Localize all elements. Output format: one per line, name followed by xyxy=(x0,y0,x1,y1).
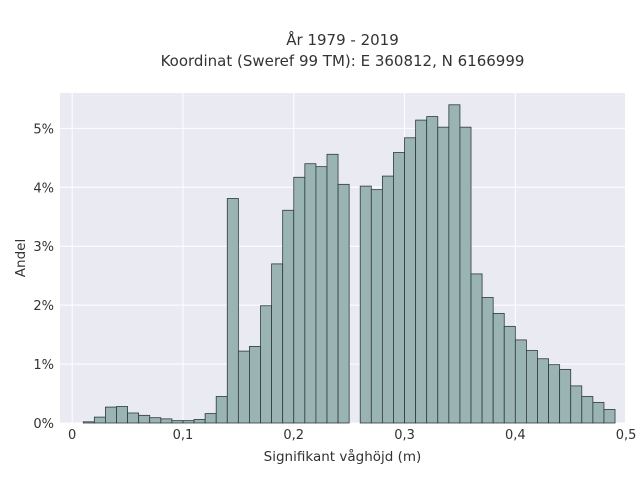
histogram-bar xyxy=(149,417,162,424)
histogram-bar xyxy=(116,406,128,424)
histogram-bar xyxy=(559,368,572,424)
histogram-bar xyxy=(105,406,117,424)
histogram-bar xyxy=(171,420,184,424)
histogram-bar xyxy=(237,350,250,424)
histogram-bar xyxy=(160,418,173,424)
histogram-bar xyxy=(271,263,284,424)
y-tick-label: 0% xyxy=(33,417,54,432)
histogram-bar xyxy=(393,152,405,424)
x-tick-label: 0 xyxy=(68,428,76,443)
histogram-bar xyxy=(470,273,483,424)
histogram-bar xyxy=(182,420,195,424)
histogram-bar xyxy=(581,396,594,424)
histogram-bar xyxy=(448,104,461,424)
histogram-bar xyxy=(282,209,295,424)
x-tick-label: 0,1 xyxy=(173,428,194,443)
chart-title-line-2: Koordinat (Sweref 99 TM): E 360812, N 61… xyxy=(161,52,525,70)
chart-title-line-1: År 1979 - 2019 xyxy=(286,30,399,49)
y-tick-label: 5% xyxy=(33,122,54,137)
x-tick-label: 0,3 xyxy=(394,428,415,443)
histogram-bar xyxy=(592,401,605,424)
histogram-bar xyxy=(260,305,272,424)
histogram-bar xyxy=(326,153,339,424)
y-axis-label: Andel xyxy=(13,239,29,277)
x-axis-label: Signifikant våghöjd (m) xyxy=(264,448,422,465)
histogram-bar xyxy=(249,345,261,424)
histogram-bar xyxy=(492,312,505,424)
histogram-bar xyxy=(82,421,95,424)
histogram-bar xyxy=(381,175,394,424)
x-tick-label: 0,4 xyxy=(505,428,526,443)
histogram-bar xyxy=(426,116,439,424)
histogram-bar xyxy=(293,176,306,424)
histogram-bar xyxy=(304,163,317,424)
histogram-bar xyxy=(93,416,106,424)
histogram-bar xyxy=(193,419,206,424)
x-axis-ticks: 0 0,1 0,2 0,3 0,4 0,5 xyxy=(68,428,636,443)
histogram-bar xyxy=(127,412,140,424)
y-tick-label: 3% xyxy=(33,240,54,255)
y-axis-ticks: 0% 1% 2% 3% 4% 5% xyxy=(33,122,54,432)
histogram-bar xyxy=(404,137,417,424)
histogram-bar xyxy=(548,364,561,424)
y-tick-label: 4% xyxy=(33,181,54,196)
histogram-bars xyxy=(82,104,616,424)
histogram-bar xyxy=(359,185,372,424)
histogram-bar xyxy=(481,297,494,424)
x-tick-label: 0,2 xyxy=(283,428,304,443)
histogram-bar xyxy=(138,414,151,424)
histogram-bar xyxy=(603,409,616,424)
histogram-bar xyxy=(415,119,428,424)
histogram-bar xyxy=(370,189,383,424)
histogram-bar xyxy=(526,350,538,424)
y-tick-label: 1% xyxy=(33,358,54,373)
y-tick-label: 2% xyxy=(33,299,54,314)
histogram-bar xyxy=(226,198,239,424)
histogram-bar xyxy=(503,325,516,424)
histogram-bar xyxy=(514,339,527,424)
histogram-bar xyxy=(570,385,583,424)
histogram-bar xyxy=(437,126,450,424)
histogram-bar xyxy=(204,413,217,424)
histogram-bar xyxy=(337,183,350,424)
histogram-bar xyxy=(537,358,549,424)
x-tick-label: 0,5 xyxy=(616,428,637,443)
histogram-bar xyxy=(315,166,328,424)
histogram-bar xyxy=(215,396,228,424)
histogram-bar xyxy=(459,126,472,424)
